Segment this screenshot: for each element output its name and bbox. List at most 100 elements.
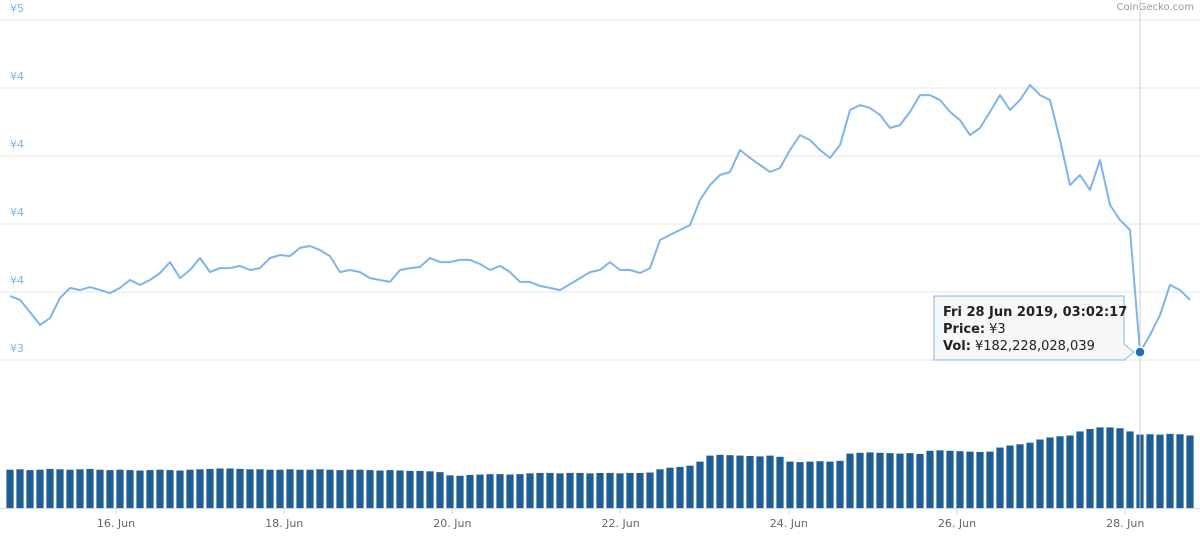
volume-bar [146, 470, 154, 508]
volume-bar [426, 471, 434, 508]
volume-bar [836, 460, 844, 508]
volume-bar [216, 468, 224, 508]
volume-bar [806, 461, 814, 508]
volume-bar [516, 474, 524, 508]
volume-bar [26, 470, 34, 508]
volume-bar [1016, 444, 1024, 508]
volume-bar [1176, 434, 1184, 508]
volume-bar [476, 474, 484, 508]
volume-bar [1046, 437, 1054, 508]
volume-bar [756, 456, 764, 508]
x-tick-label: 28. Jun [1106, 517, 1144, 530]
volume-bar [376, 470, 384, 508]
volume-bar [306, 469, 314, 508]
volume-bar [746, 456, 754, 508]
volume-bar [386, 470, 394, 508]
volume-bar [766, 455, 774, 508]
volume-bar [976, 451, 984, 508]
volume-bar [696, 461, 704, 508]
tooltip: Fri 28 Jun 2019, 03:02:17 Price: ¥3 Vol: ¥18… [933, 295, 1135, 362]
price-line [9, 84, 1191, 354]
volume-bar [656, 469, 664, 508]
volume-bar [1146, 434, 1154, 508]
volume-bar [1106, 427, 1114, 508]
volume-bar [1086, 429, 1094, 508]
volume-bar [136, 470, 144, 508]
volume-bar [1066, 435, 1074, 508]
volume-bar [466, 474, 474, 508]
volume-bar [996, 447, 1004, 508]
volume-bar [66, 469, 74, 508]
y-tick-label: ¥5 [10, 2, 24, 15]
volume-bar [1096, 427, 1104, 508]
volume-bar [246, 469, 254, 508]
volume-bar [86, 468, 94, 508]
volume-bar [536, 472, 544, 508]
volume-bar [56, 469, 64, 508]
volume-bar [606, 472, 614, 508]
tooltip-box [933, 295, 1135, 362]
volume-bar [196, 469, 204, 508]
x-tick-label: 18. Jun [265, 517, 303, 530]
volume-bar [726, 455, 734, 508]
volume-bar [16, 469, 24, 508]
tooltip-vol-value: ¥182,228,028,039 [975, 339, 1095, 354]
volume-bar [916, 453, 924, 508]
volume-bar [96, 469, 104, 508]
volume-bar [816, 461, 824, 508]
volume-bar [1056, 436, 1064, 508]
y-tick-label: ¥4 [10, 206, 24, 219]
volume-bar [576, 472, 584, 508]
volume-bar [786, 461, 794, 508]
volume-bar [486, 474, 494, 508]
tooltip-price-label: Price: [943, 322, 985, 337]
volume-bar [946, 450, 954, 508]
volume-bar [586, 473, 594, 508]
volume-bar [286, 469, 294, 508]
volume-bar [706, 455, 714, 508]
volume-bar [176, 470, 184, 508]
volume-bar [906, 453, 914, 508]
hover-point [1134, 346, 1146, 358]
volume-bar [356, 469, 364, 508]
volume-bar [416, 470, 424, 508]
volume-bar [556, 473, 564, 508]
volume-bar [666, 467, 674, 508]
volume-bar [626, 472, 634, 508]
volume-bar [236, 468, 244, 508]
volume-bar [1116, 428, 1124, 508]
volume-bar [366, 470, 374, 508]
volume-bar [926, 450, 934, 508]
volume-bar [1126, 431, 1134, 508]
volume-bar [1036, 439, 1044, 508]
x-tick-label: 20. Jun [433, 517, 471, 530]
volume-bar [266, 469, 274, 508]
volume-bar [116, 469, 124, 508]
volume-bar [1006, 445, 1014, 508]
tooltip-price: Price: ¥3 [943, 322, 1006, 337]
volume-bar [76, 469, 84, 508]
volume-bar [826, 461, 834, 508]
volume-bar [336, 470, 344, 508]
volume-bar [46, 468, 54, 508]
volume-bar [206, 468, 214, 508]
volume-bar [106, 470, 114, 508]
volume-bar [436, 472, 444, 508]
volume-bar [1076, 431, 1084, 508]
volume-bar [526, 473, 534, 508]
volume-bar [646, 472, 654, 508]
volume-bar [226, 468, 234, 508]
volume-bar [676, 466, 684, 508]
volume-bar [346, 469, 354, 508]
volume-bar [1166, 433, 1174, 508]
volume-bar [1026, 442, 1034, 508]
volume-bar [406, 470, 414, 508]
volume-bar [986, 451, 994, 508]
volume-bar [446, 475, 454, 508]
volume-bar [886, 453, 894, 508]
volume-bar [956, 451, 964, 508]
y-tick-label: ¥4 [10, 138, 24, 151]
volume-bar [316, 469, 324, 508]
volume-bar [546, 472, 554, 508]
